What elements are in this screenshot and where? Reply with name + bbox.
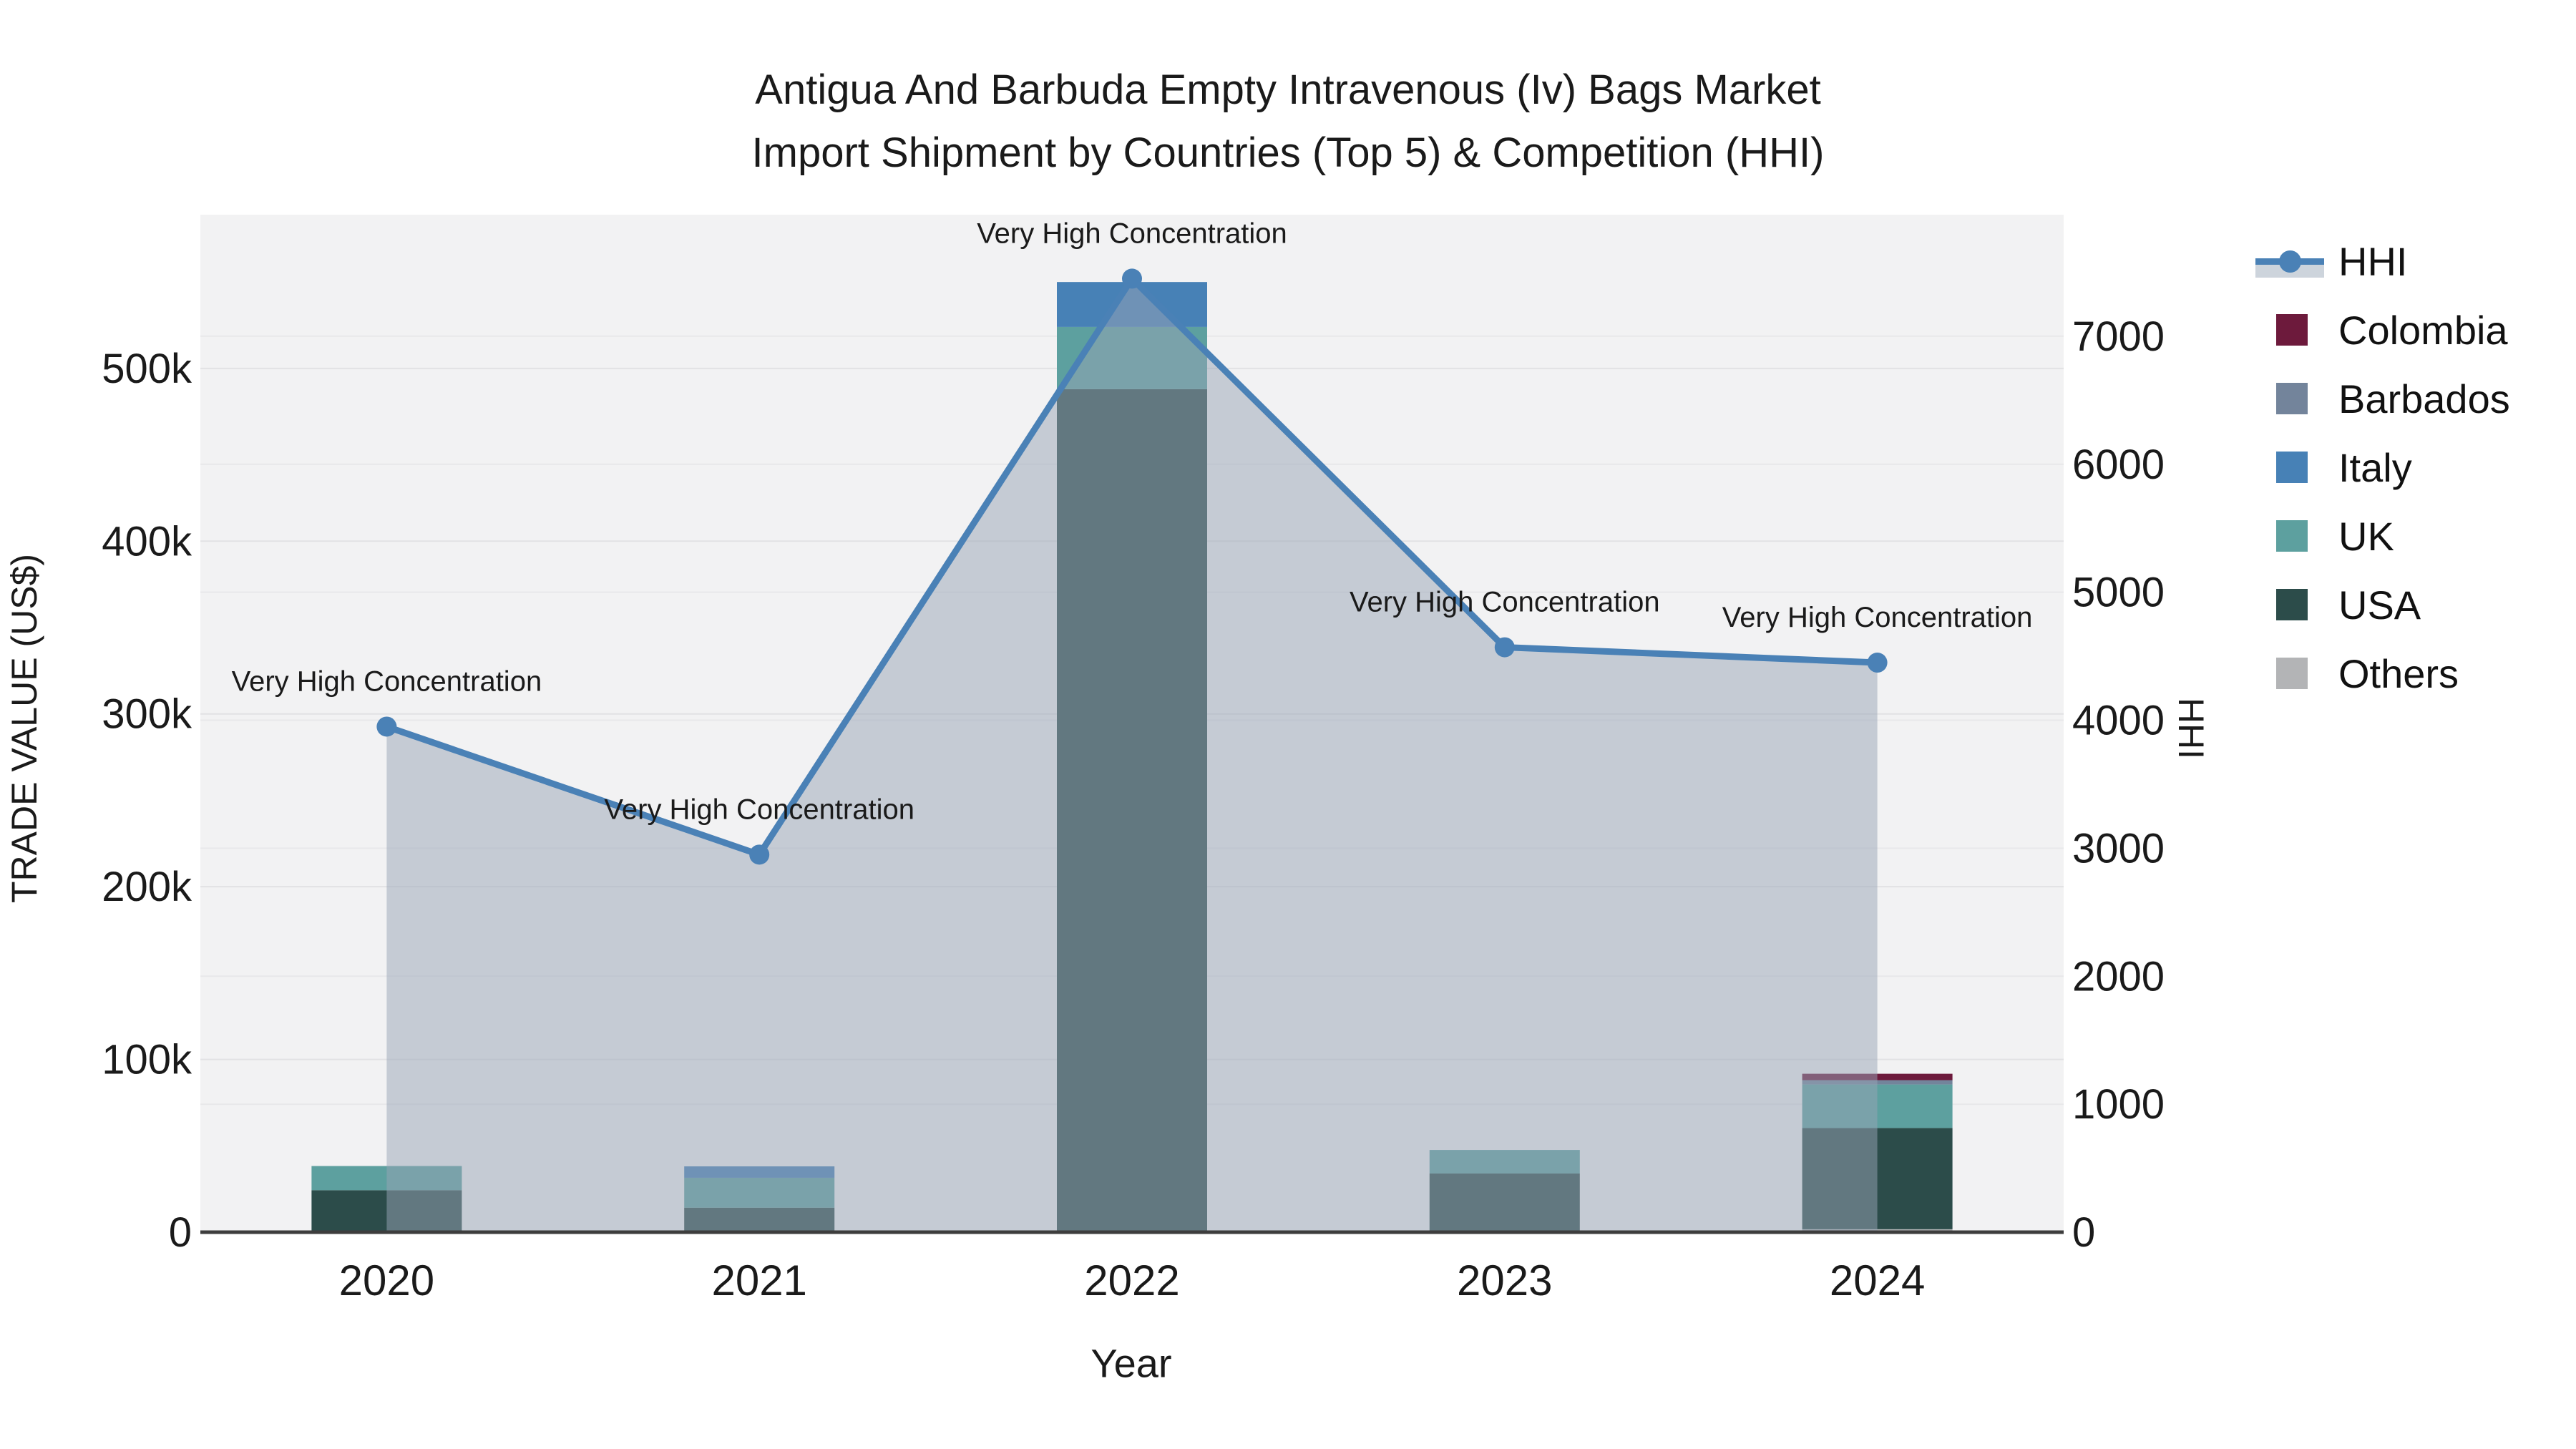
x-tick-2021: 2021 <box>711 1257 806 1304</box>
legend-item-others[interactable]: Others <box>2254 639 2510 708</box>
legend-item-label: USA <box>2338 582 2421 628</box>
left-tick-100k: 100k <box>102 1037 192 1083</box>
legend-item-uk[interactable]: UK <box>2254 502 2510 570</box>
legend-item-hhi[interactable]: HHI <box>2254 227 2510 296</box>
legend-item-colombia[interactable]: Colombia <box>2254 296 2510 364</box>
x-axis-title: Year <box>1091 1340 1172 1386</box>
colombia-swatch-icon <box>2254 313 2326 347</box>
hhi-marker-2022[interactable] <box>1122 268 1142 289</box>
hhi-marker-2020[interactable] <box>376 716 397 737</box>
right-tick-2000: 2000 <box>2072 953 2165 1000</box>
legend-item-italy[interactable]: Italy <box>2254 433 2510 502</box>
right-tick-0: 0 <box>2072 1209 2095 1256</box>
hhi-line-swatch-icon <box>2254 244 2326 278</box>
x-tick-2023: 2023 <box>1457 1257 1552 1304</box>
x-tick-2020: 2020 <box>339 1257 434 1304</box>
left-tick-400k: 400k <box>102 518 192 565</box>
annotation-2021: Very High Concentration <box>604 794 914 825</box>
usa-swatch-icon <box>2254 587 2326 622</box>
italy-swatch-icon <box>2254 450 2326 484</box>
left-tick-200k: 200k <box>102 864 192 910</box>
legend-item-label: Others <box>2338 650 2459 696</box>
right-tick-6000: 6000 <box>2072 441 2165 488</box>
right-tick-3000: 3000 <box>2072 825 2165 872</box>
annotation-2024: Very High Concentration <box>1722 602 2033 633</box>
annotation-2020: Very High Concentration <box>232 665 542 697</box>
chart-title: Antigua And Barbuda Empty Intravenous (I… <box>752 59 1825 185</box>
hhi-marker-2021[interactable] <box>749 844 770 865</box>
right-tick-5000: 5000 <box>2072 570 2165 616</box>
legend-item-label: Italy <box>2338 444 2412 490</box>
left-tick-500k: 500k <box>102 346 192 392</box>
legend: HHI Colombia Barbados Italy UK USA Other… <box>2254 227 2510 708</box>
chart-title-line1: Antigua And Barbuda Empty Intravenous (I… <box>755 67 1821 113</box>
barbados-swatch-icon <box>2254 381 2326 416</box>
others-swatch-icon <box>2254 656 2326 691</box>
right-tick-7000: 7000 <box>2072 313 2165 360</box>
hhi-area-fill <box>386 278 1878 1232</box>
left-tick-0: 0 <box>169 1209 192 1256</box>
annotation-2023: Very High Concentration <box>1350 587 1660 618</box>
uk-swatch-icon <box>2254 519 2326 553</box>
right-tick-4000: 4000 <box>2072 698 2165 744</box>
legend-item-usa[interactable]: USA <box>2254 570 2510 639</box>
annotation-2022: Very High Concentration <box>977 218 1287 249</box>
right-tick-1000: 1000 <box>2072 1081 2165 1128</box>
legend-item-label: Colombia <box>2338 307 2508 353</box>
hhi-marker-2024[interactable] <box>1867 653 1888 673</box>
left-tick-300k: 300k <box>102 691 192 738</box>
chart-title-line2: Import Shipment by Countries (Top 5) & C… <box>751 130 1825 176</box>
legend-item-barbados[interactable]: Barbados <box>2254 364 2510 433</box>
legend-item-label: Barbados <box>2338 376 2510 421</box>
hhi-marker-2023[interactable] <box>1494 637 1515 658</box>
x-tick-2024: 2024 <box>1830 1257 1925 1304</box>
x-tick-2022: 2022 <box>1084 1257 1179 1304</box>
legend-item-label: HHI <box>2338 238 2408 284</box>
legend-item-label: UK <box>2338 513 2394 559</box>
